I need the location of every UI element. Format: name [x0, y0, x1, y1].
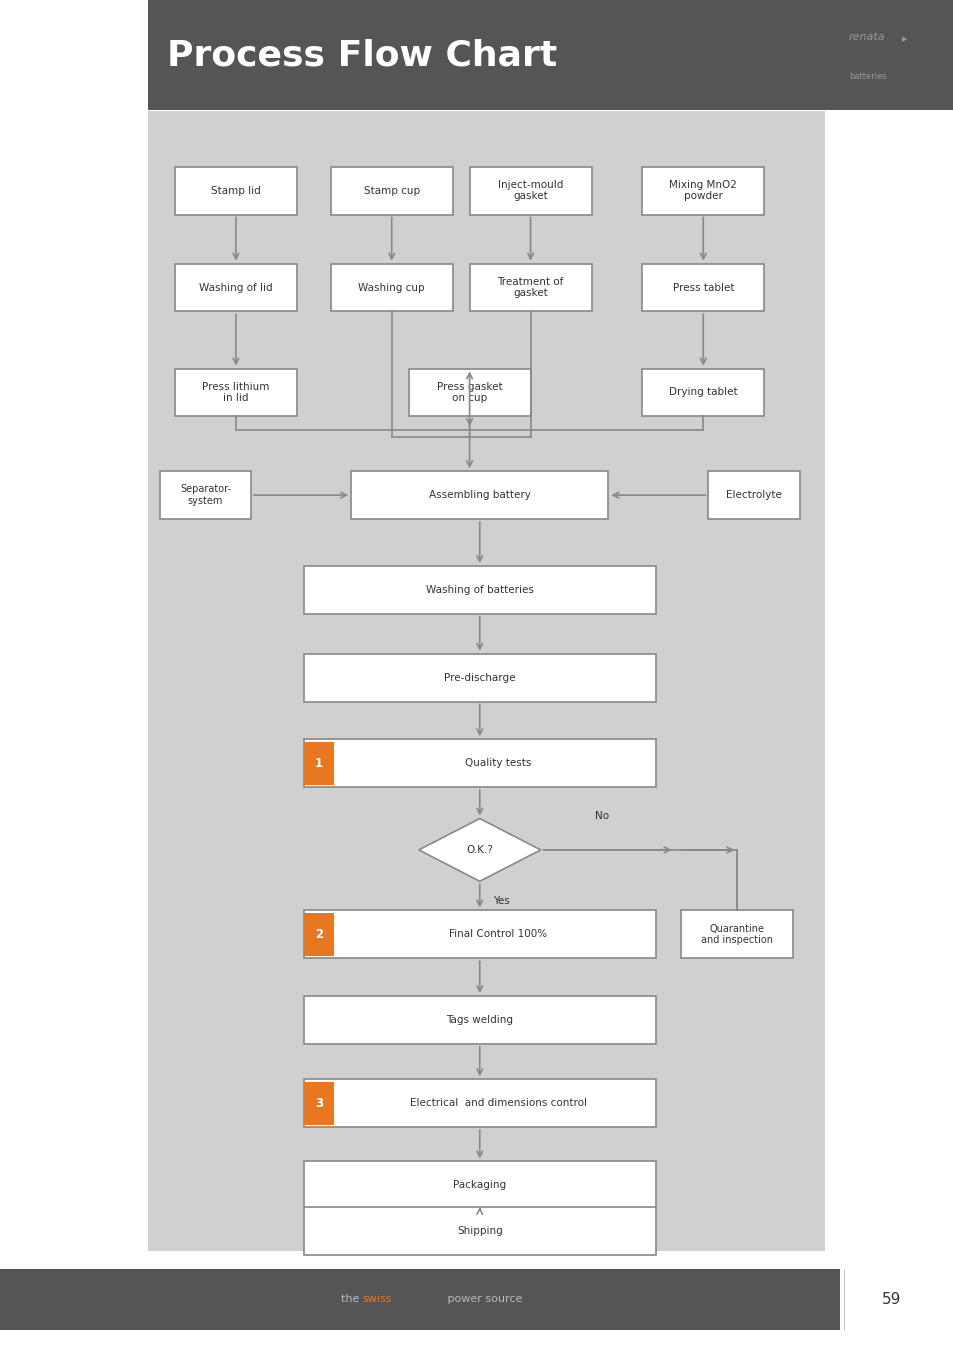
Text: Treatment of
gasket: Treatment of gasket	[497, 277, 563, 298]
Bar	[174, 369, 296, 416]
Bar	[303, 740, 655, 787]
Bar	[303, 913, 334, 956]
Bar	[303, 741, 334, 784]
Bar	[174, 166, 296, 215]
Bar	[303, 1161, 655, 1210]
Bar	[680, 910, 792, 958]
Text: Final Control 100%: Final Control 100%	[449, 929, 546, 940]
Bar	[331, 166, 452, 215]
Text: Packaging: Packaging	[453, 1180, 506, 1191]
Bar	[641, 263, 763, 312]
Text: Press tablet: Press tablet	[672, 282, 733, 293]
Text: power source: power source	[443, 1295, 521, 1304]
Text: Yes: Yes	[493, 895, 510, 906]
Bar	[159, 471, 251, 520]
Text: 2: 2	[314, 927, 323, 941]
Bar	[351, 471, 608, 520]
Text: 59: 59	[882, 1292, 901, 1307]
Bar	[0, 1269, 839, 1330]
Text: Press lithium
in lid: Press lithium in lid	[202, 382, 270, 404]
Text: batteries: batteries	[848, 72, 886, 81]
Text: Tags welding: Tags welding	[446, 1015, 513, 1025]
Bar	[148, 0, 953, 111]
Text: Pre-discharge: Pre-discharge	[443, 672, 515, 683]
Bar	[641, 369, 763, 416]
Text: Process Flow Chart: Process Flow Chart	[167, 38, 557, 72]
Bar	[148, 111, 824, 1251]
Text: Stamp cup: Stamp cup	[363, 185, 419, 196]
Bar	[174, 263, 296, 312]
Bar	[303, 566, 655, 614]
Text: Inject-mould
gasket: Inject-mould gasket	[497, 180, 562, 201]
Text: No: No	[595, 811, 608, 821]
Text: Drying tablet: Drying tablet	[668, 387, 737, 397]
Text: Electrolyte: Electrolyte	[725, 490, 781, 500]
Text: renata: renata	[848, 32, 884, 42]
Bar	[303, 653, 655, 702]
Bar	[303, 1081, 334, 1125]
Text: 3: 3	[314, 1096, 323, 1110]
Bar	[469, 263, 591, 312]
Polygon shape	[418, 818, 540, 882]
Text: O.K.?: O.K.?	[466, 845, 493, 855]
Text: swiss: swiss	[362, 1295, 392, 1304]
Bar	[331, 263, 452, 312]
Text: Washing of lid: Washing of lid	[199, 282, 273, 293]
Text: Washing cup: Washing cup	[358, 282, 425, 293]
Bar	[408, 369, 530, 416]
Text: ▶: ▶	[901, 36, 906, 42]
Text: the: the	[340, 1295, 362, 1304]
Text: Shipping: Shipping	[456, 1226, 502, 1235]
Text: Assembling battery: Assembling battery	[429, 490, 530, 500]
Text: Separator-
system: Separator- system	[180, 485, 231, 506]
Text: Washing of batteries: Washing of batteries	[425, 585, 533, 595]
Bar	[303, 1207, 655, 1256]
Text: 1: 1	[314, 757, 323, 769]
Bar	[469, 166, 591, 215]
Bar	[708, 471, 799, 520]
Bar	[641, 166, 763, 215]
Text: Quarantine
and inspection: Quarantine and inspection	[700, 923, 772, 945]
Text: Mixing MnO2
powder: Mixing MnO2 powder	[669, 180, 737, 201]
Text: Quality tests: Quality tests	[464, 759, 531, 768]
Bar	[303, 996, 655, 1044]
Bar	[303, 910, 655, 958]
Bar	[303, 1079, 655, 1127]
Text: Electrical  and dimensions control: Electrical and dimensions control	[409, 1098, 586, 1108]
Text: Stamp lid: Stamp lid	[211, 185, 260, 196]
Text: Press gasket
on cup: Press gasket on cup	[436, 382, 502, 404]
